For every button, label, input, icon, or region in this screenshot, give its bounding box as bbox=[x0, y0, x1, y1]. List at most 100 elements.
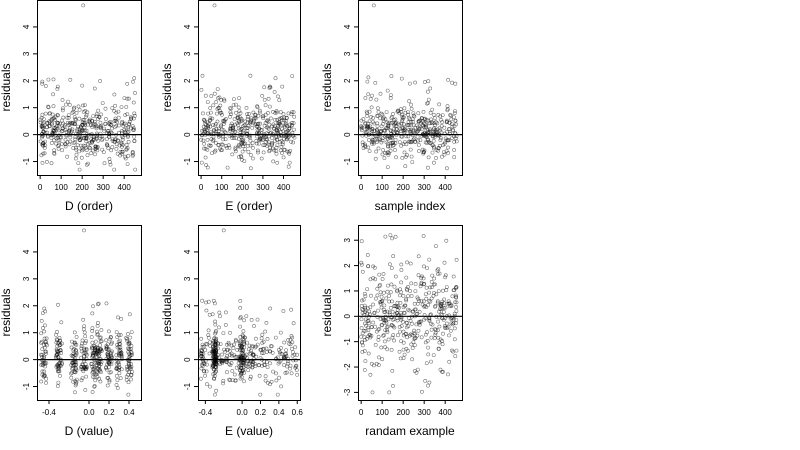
data-point bbox=[385, 330, 390, 334]
data-point bbox=[379, 305, 384, 310]
data-point bbox=[261, 131, 266, 136]
data-point bbox=[256, 121, 261, 126]
data-point bbox=[282, 133, 287, 138]
data-point bbox=[50, 112, 55, 117]
data-point bbox=[426, 97, 431, 102]
chart-panel-2: 0 100 200 300 400 -1 0 1 2 3 4 E (order) residuals bbox=[160, 0, 301, 213]
data-point bbox=[429, 335, 434, 340]
data-point bbox=[284, 348, 289, 353]
x-tick-label: 0 bbox=[359, 183, 364, 192]
data-point bbox=[391, 254, 396, 259]
data-point bbox=[206, 126, 211, 131]
data-point bbox=[205, 100, 210, 105]
data-point bbox=[260, 94, 265, 98]
data-point bbox=[363, 294, 368, 299]
data-point bbox=[80, 376, 85, 381]
data-point bbox=[271, 122, 276, 127]
data-point bbox=[366, 321, 371, 326]
data-point bbox=[410, 160, 415, 165]
data-point bbox=[221, 97, 226, 102]
data-point bbox=[452, 111, 457, 116]
data-point bbox=[107, 379, 112, 384]
data-point bbox=[405, 288, 410, 293]
data-point bbox=[265, 119, 269, 123]
data-point bbox=[229, 353, 234, 358]
data-point bbox=[445, 108, 450, 113]
data-point bbox=[70, 120, 75, 125]
data-point bbox=[242, 379, 246, 384]
data-point bbox=[399, 129, 403, 133]
data-point bbox=[238, 343, 242, 348]
data-point bbox=[74, 380, 79, 385]
data-point bbox=[438, 303, 443, 307]
data-point bbox=[247, 135, 252, 140]
data-point bbox=[404, 325, 409, 330]
data-point bbox=[234, 110, 239, 115]
y-tick-label: 0 bbox=[22, 132, 31, 137]
data-point bbox=[232, 342, 236, 347]
y-tick-label: -2 bbox=[343, 363, 352, 371]
data-point bbox=[386, 125, 391, 130]
data-point bbox=[427, 257, 432, 262]
data-point bbox=[389, 266, 394, 270]
data-point bbox=[207, 312, 212, 317]
data-point bbox=[359, 326, 364, 330]
data-point bbox=[410, 119, 415, 124]
data-point bbox=[94, 112, 99, 117]
data-point bbox=[70, 366, 75, 371]
data-point bbox=[73, 366, 78, 371]
data-point bbox=[389, 132, 393, 136]
data-point bbox=[434, 292, 439, 297]
data-point bbox=[199, 354, 203, 359]
x-tick-label: 100 bbox=[375, 408, 389, 417]
data-point bbox=[400, 155, 405, 160]
data-point bbox=[40, 160, 45, 165]
data-point bbox=[233, 122, 237, 127]
data-point bbox=[429, 359, 433, 364]
data-point bbox=[414, 130, 419, 134]
data-point bbox=[381, 272, 386, 276]
y-tick-label: 0 bbox=[183, 132, 192, 137]
data-point bbox=[248, 73, 253, 78]
data-point bbox=[414, 370, 419, 375]
data-point bbox=[221, 119, 225, 123]
data-point bbox=[372, 121, 377, 126]
data-point bbox=[110, 145, 115, 150]
data-point bbox=[381, 333, 386, 338]
data-point bbox=[126, 372, 131, 377]
data-point bbox=[93, 152, 97, 157]
data-point bbox=[202, 141, 207, 146]
data-point bbox=[58, 373, 62, 378]
data-point bbox=[220, 112, 224, 117]
data-point bbox=[406, 110, 411, 115]
data-point bbox=[113, 103, 118, 108]
data-point bbox=[63, 142, 68, 147]
data-point bbox=[81, 147, 86, 152]
data-point bbox=[92, 375, 97, 380]
data-point bbox=[374, 361, 379, 366]
y-tick-label: 3 bbox=[22, 51, 31, 56]
data-point bbox=[425, 101, 429, 106]
data-point bbox=[236, 155, 241, 159]
data-point bbox=[413, 289, 418, 294]
data-point bbox=[104, 137, 109, 142]
data-point bbox=[452, 148, 457, 152]
data-point bbox=[387, 390, 392, 395]
data-point bbox=[379, 294, 384, 299]
data-point bbox=[442, 310, 446, 314]
data-point bbox=[83, 334, 88, 339]
data-point bbox=[90, 390, 95, 394]
data-point bbox=[221, 137, 226, 142]
data-point bbox=[199, 336, 204, 341]
data-point bbox=[425, 338, 430, 343]
data-point bbox=[248, 143, 253, 148]
data-point bbox=[361, 297, 366, 302]
data-point bbox=[364, 337, 369, 341]
data-point bbox=[412, 114, 417, 119]
data-point bbox=[379, 323, 384, 327]
data-point bbox=[287, 126, 292, 131]
data-point bbox=[447, 333, 451, 338]
data-point bbox=[363, 121, 368, 126]
data-point bbox=[416, 138, 421, 143]
data-point bbox=[378, 290, 383, 295]
